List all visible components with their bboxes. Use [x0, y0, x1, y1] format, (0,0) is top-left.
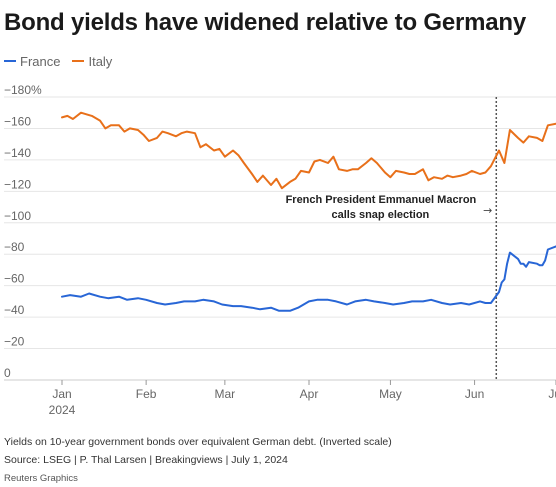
- x-tick-label-mar: Mar: [215, 387, 236, 401]
- y-tick-labels: −180% −160 −140 −120 −100 −80 −60 −40 −20 0: [4, 83, 42, 380]
- y-tick-label-180: −180%: [4, 83, 42, 97]
- line-chart: −180% −160 −140 −120 −100 −80 −60 −40 −20 0 Jan 20…: [4, 83, 556, 417]
- x-tick-label-jul: Jul: [548, 387, 556, 401]
- y-tick-label-80: −80: [4, 240, 25, 254]
- annotation: French President Emmanuel Macron calls sn…: [286, 97, 498, 380]
- x-tick-label-feb: Feb: [136, 387, 157, 401]
- x-tick-sublabel-jan: 2024: [49, 403, 76, 417]
- chart-note: Yields on 10-year government bonds over …: [4, 436, 392, 448]
- y-tick-label-60: −60: [4, 272, 25, 286]
- y-tick-label-100: −100: [4, 209, 31, 223]
- series-line-france: [61, 245, 556, 312]
- x-axis: Jan 2024 Feb Mar Apr May Jun Jul: [49, 380, 556, 417]
- chart-legend: France Italy: [4, 52, 124, 70]
- annotation-text-line-2: calls snap election: [331, 209, 429, 221]
- grid-lines: [4, 96, 556, 381]
- annotation-text-line-1: French President Emmanuel Macron: [286, 194, 477, 206]
- y-tick-label-160: −160: [4, 114, 31, 128]
- legend-swatch-italy: [72, 60, 85, 62]
- y-tick-label-140: −140: [4, 146, 31, 160]
- x-tick-label-jan: Jan: [52, 387, 71, 401]
- chart-source: Source: LSEG | P. Thal Larsen | Breaking…: [4, 454, 288, 466]
- legend-item-italy: Italy: [72, 54, 112, 69]
- y-tick-label-120: −120: [4, 177, 31, 191]
- x-tick-label-may: May: [379, 387, 402, 401]
- legend-label-france: France: [20, 53, 61, 69]
- x-tick-label-jun: Jun: [465, 387, 484, 401]
- legend-swatch-france: [4, 60, 16, 62]
- legend-label-italy: Italy: [88, 53, 113, 69]
- y-tick-label-20: −20: [4, 335, 25, 349]
- y-tick-label-0: 0: [4, 366, 11, 380]
- y-tick-label-40: −40: [4, 303, 25, 317]
- chart-title: Bond yields have widened relative to Ger…: [4, 9, 527, 36]
- annotation-arrow: →: [483, 204, 492, 217]
- x-tick-label-apr: Apr: [300, 387, 319, 401]
- chart-credit: Reuters Graphics: [4, 473, 78, 484]
- series-lines: [61, 111, 556, 312]
- legend-item-france: France: [4, 54, 60, 69]
- series-line-italy: [61, 111, 556, 190]
